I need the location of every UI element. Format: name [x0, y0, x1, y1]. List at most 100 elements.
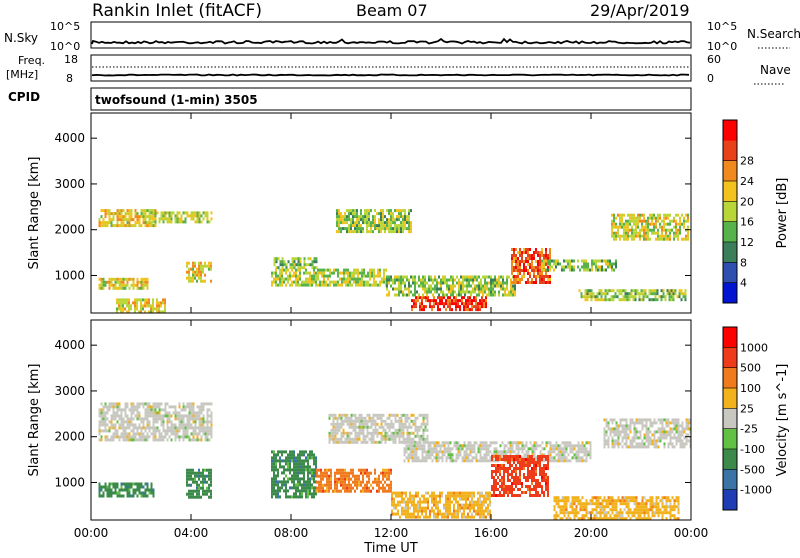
heatmap-cell [361, 426, 363, 429]
heatmap-cell [280, 260, 282, 263]
heatmap-cell [127, 432, 129, 435]
heatmap-cell [279, 480, 281, 483]
heatmap-cell [554, 450, 556, 453]
heatmap-cell [628, 433, 630, 436]
heatmap-cell [398, 227, 400, 230]
heatmap-cell [477, 308, 479, 311]
heatmap-cell [285, 483, 287, 486]
heatmap-cell [586, 447, 588, 450]
heatmap-cell [139, 402, 141, 405]
heatmap-cell [451, 501, 453, 504]
heatmap-cell [389, 438, 391, 441]
heatmap-cell [582, 444, 584, 447]
heatmap-cell [175, 411, 177, 414]
heatmap-cell [159, 417, 161, 420]
heatmap-cell [348, 478, 350, 481]
heatmap-cell [119, 278, 121, 281]
heatmap-cell [179, 417, 181, 420]
heatmap-cell [394, 279, 396, 282]
heatmap-cell [313, 281, 315, 284]
heatmap-cell [457, 501, 459, 504]
heatmap-cell [139, 432, 141, 435]
heatmap-cell [488, 444, 490, 447]
heatmap-cell [364, 218, 366, 221]
heatmap-cell [204, 280, 206, 283]
heatmap-cell [413, 305, 415, 308]
heatmap-cell [423, 308, 425, 311]
heatmap-cell [519, 281, 521, 284]
heatmap-cell [183, 417, 185, 420]
heatmap-cell [476, 459, 478, 462]
heatmap-cell [141, 492, 143, 495]
heatmap-cell [641, 292, 643, 295]
heatmap-cell [193, 402, 195, 405]
heatmap-cell [109, 486, 111, 489]
heatmap-cell [398, 285, 400, 288]
heatmap-cell [353, 420, 355, 423]
heatmap-cell [204, 265, 206, 268]
heatmap-cell [101, 408, 103, 411]
heatmap-cell [432, 459, 434, 462]
heatmap-cell [199, 411, 201, 414]
heatmap-cell [321, 272, 323, 275]
heatmap-cell [484, 459, 486, 462]
heatmap-cell [416, 282, 418, 285]
heatmap-cell [297, 284, 299, 287]
heatmap-cell [109, 492, 111, 495]
heatmap-cell [550, 456, 552, 459]
heatmap-cell [619, 235, 621, 238]
heatmap-cell [335, 426, 337, 429]
heatmap-cell [379, 414, 381, 417]
heatmap-cell [484, 279, 486, 282]
heatmap-cell [611, 269, 613, 272]
heatmap-cell [137, 212, 139, 215]
heatmap-cell [665, 229, 667, 232]
heatmap-cell [470, 441, 472, 444]
heatmap-cell [388, 221, 390, 224]
heatmap-cell [430, 447, 432, 450]
heatmap-cell [147, 215, 149, 218]
heatmap-cell [439, 302, 441, 305]
heatmap-cell [373, 441, 375, 444]
heatmap-cell [576, 444, 578, 447]
heatmap-cell [375, 281, 377, 284]
heatmap-cell [412, 444, 414, 447]
heatmap-cell [333, 284, 335, 287]
heatmap-cell [133, 218, 135, 221]
heatmap-cell [163, 214, 165, 217]
heatmap-cell [468, 459, 470, 462]
heatmap-cell [295, 486, 297, 489]
heatmap-cell [400, 279, 402, 282]
heatmap-cell [295, 489, 297, 492]
heatmap-cell [147, 411, 149, 414]
heatmap-cell [387, 423, 389, 426]
heatmap-cell [440, 447, 442, 450]
heatmap-cell [324, 469, 326, 472]
heatmap-cell [291, 456, 293, 459]
heatmap-cell [634, 436, 636, 439]
heatmap-cell [412, 294, 414, 297]
heatmap-cell [140, 307, 142, 310]
heatmap-cell [311, 284, 313, 287]
heatmap-cell [557, 260, 559, 263]
heatmap-cell [159, 435, 161, 438]
heatmap-cell [463, 513, 465, 516]
heatmap-cell [144, 301, 146, 304]
heatmap-cell [423, 438, 425, 441]
heatmap-cell [477, 305, 479, 308]
heatmap-cell [561, 266, 563, 269]
heatmap-cell [346, 230, 348, 233]
heatmap-cell [517, 272, 519, 275]
heatmap-cell [179, 220, 181, 223]
heatmap-cell [351, 278, 353, 281]
heatmap-cell [431, 308, 433, 311]
heatmap-cell [127, 486, 129, 489]
heatmap-cell [452, 456, 454, 459]
heatmap-cell [281, 275, 283, 278]
heatmap-cell [364, 212, 366, 215]
heatmap-cell [678, 439, 680, 442]
heatmap-cell [191, 423, 193, 426]
heatmap-cell [192, 271, 194, 274]
heatmap-cell [208, 265, 210, 268]
heatmap-cell [527, 254, 529, 257]
